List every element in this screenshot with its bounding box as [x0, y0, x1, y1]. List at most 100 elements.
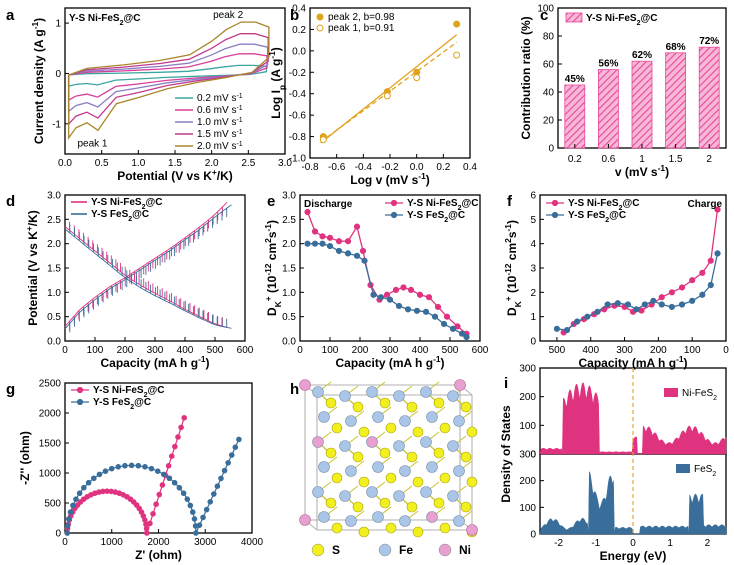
panel-g-point: [218, 475, 224, 482]
panel-i-top-legend-label: Ni-FeS2: [682, 388, 717, 402]
panel-c-ytick-label: 20: [543, 116, 555, 127]
panel-h-atom-fe: [372, 461, 384, 473]
panel-f-point: [707, 257, 714, 264]
panel-b-ytick-label: -0.6: [289, 111, 307, 122]
panel-b-ytick-label: 0.0: [292, 46, 306, 57]
panel-h-atom-fe: [420, 486, 432, 498]
panel-e-point: [407, 286, 415, 293]
panel-d-xtick-label: 400: [177, 345, 194, 356]
panel-h-atom-fe: [318, 461, 330, 473]
panel-b-point: [453, 51, 461, 59]
panel-e-point: [440, 320, 448, 328]
panel-g-point: [156, 491, 163, 498]
panel-b-point: [413, 74, 421, 82]
panel-g-point: [102, 468, 109, 474]
panel-i-top-ytick-label: 0: [530, 450, 536, 461]
panel-h-atom-s: [412, 426, 424, 438]
panel-g-point: [181, 415, 188, 421]
panel-h-atom-s: [439, 522, 451, 534]
panel-g-legend-marker: [76, 398, 84, 406]
panel-f-legend-label-part: Y-S FeS: [568, 210, 606, 221]
panel-h-atom-s: [460, 451, 472, 463]
panel-h-atom-s: [358, 476, 370, 488]
panel-i-top-legend-swatch: [664, 388, 678, 397]
panel-h-atom-fe: [420, 436, 432, 448]
panel-g-xtick-label: 1000: [101, 537, 124, 548]
panel-b: b-0.8 -0.6 -0.4 -0.2 0.0 0.2 0.4-1.0-0.8-0.6-0…: [267, 4, 477, 188]
panel-h-atom-fe: [399, 515, 411, 527]
panel-i-top-legend-label-sub: 2: [713, 395, 717, 402]
panel-h-atom-fe: [453, 515, 465, 527]
panel-i-bottom-legend-label-sub: 2: [712, 471, 716, 478]
panel-h-atom-s: [352, 451, 364, 463]
panel-c-xtick-label: 0.6: [601, 154, 615, 165]
panel-f-legend-label: Y-S FeS2@C: [568, 210, 626, 224]
panel-f-point: [553, 325, 561, 332]
panel-c-xlabel-part: ): [665, 165, 669, 179]
panel-g-series-line: [66, 439, 240, 534]
panel-i-bottom-dos: [539, 471, 727, 535]
panel-g-ytick-label: 500: [44, 499, 61, 510]
panel-e-ylabel-sup: -12: [263, 263, 273, 275]
panel-d-legend-label-part: @C: [132, 209, 149, 220]
panel-d-xlabel: Capacity (mA h g-1): [100, 354, 209, 370]
panel-h-atom-ni: [454, 379, 466, 391]
panel-c-legend-label: Y-S Ni-FeS2@C: [586, 13, 657, 27]
panel-h-atom-s: [325, 397, 337, 409]
panel-b-ylabel-part: (A g: [269, 59, 283, 85]
panel-b-ytick-label: 0.4: [292, 4, 306, 15]
panel-d-legend-label-sub: 2: [142, 204, 146, 211]
panel-g-point: [180, 490, 187, 497]
panel-e-point: [449, 325, 457, 332]
panel-c-legend-swatch: [565, 12, 583, 23]
panel-f-point: [668, 289, 675, 296]
panel-h-atom-s: [433, 497, 445, 509]
panel-c-data-label: 45%: [565, 74, 585, 85]
panel-f-point: [714, 206, 721, 213]
panel-h-legend-label: S: [332, 543, 340, 557]
panel-e-point: [319, 233, 326, 240]
panel-h-atom-s: [331, 522, 343, 534]
panel-e-ytick-label: 0.0: [282, 337, 296, 348]
panel-d-xtick-label: 600: [237, 345, 254, 356]
panel-a-legend-label: 1.0 mV s-1: [197, 117, 243, 129]
panel-f-xtick-label: 400: [582, 345, 599, 356]
panel-h-atom-s: [385, 522, 397, 534]
panel-e-legend-label: Y-S Ni-FeS2@C: [407, 198, 478, 212]
panel-e-ytick-label: 1.5: [282, 264, 296, 275]
panel-c-label: c: [540, 7, 548, 24]
panel-a-xlabel-part: /K): [217, 169, 233, 183]
panel-e-legend-label-sub: 2: [444, 217, 448, 224]
panel-e-point: [413, 307, 421, 314]
panel-e-point: [359, 247, 367, 255]
panel-f-point: [689, 277, 696, 284]
panel-a-legend-label-part: 1.0 mV s: [197, 117, 236, 128]
panel-i-xtick-label: 0: [630, 538, 636, 549]
panel-f-xlabel-part: Capacity (mA h g: [578, 356, 676, 370]
panel-g-legend-marker: [76, 386, 84, 394]
panel-g-legend-label-part: Y-S FeS: [93, 397, 131, 408]
panel-h: h S Fe Ni: [290, 379, 478, 557]
panel-g-point: [96, 471, 103, 478]
panel-b-xlabel-part: Log v (mV s: [350, 173, 418, 187]
panel-g-point: [128, 462, 135, 469]
panel-b-xtick-label: -0.4: [355, 162, 373, 173]
panel-f-legend-label-part: Y-S Ni-FeS: [568, 198, 619, 209]
panel-e-point: [392, 286, 400, 293]
panel-e-ytick-label: 1.0: [282, 288, 296, 299]
panel-g-point: [147, 520, 153, 527]
panel-g-point: [122, 462, 128, 469]
panel-d-xtick-label: 100: [87, 345, 104, 356]
panel-h-atom-fe: [399, 465, 411, 477]
panel-a-legend-label-part: 1.5 mV s: [197, 129, 236, 140]
panel-e-legend-label-part: @C: [461, 198, 478, 209]
panel-b-xlabel-sup: -1: [418, 171, 426, 181]
panel-f-legend-label-part: @C: [622, 198, 639, 209]
panel-g-ylabel: -Z'' (ohm): [18, 431, 32, 485]
panel-h-legend-label: Fe: [399, 543, 413, 557]
panel-e-series-line: [306, 211, 467, 335]
panel-d-legend-label: Y-S Ni-FeS2@C: [91, 197, 162, 211]
panel-g-point: [65, 516, 72, 522]
panel-a-curve: [68, 21, 270, 140]
panel-h-atom-fe: [399, 415, 411, 427]
